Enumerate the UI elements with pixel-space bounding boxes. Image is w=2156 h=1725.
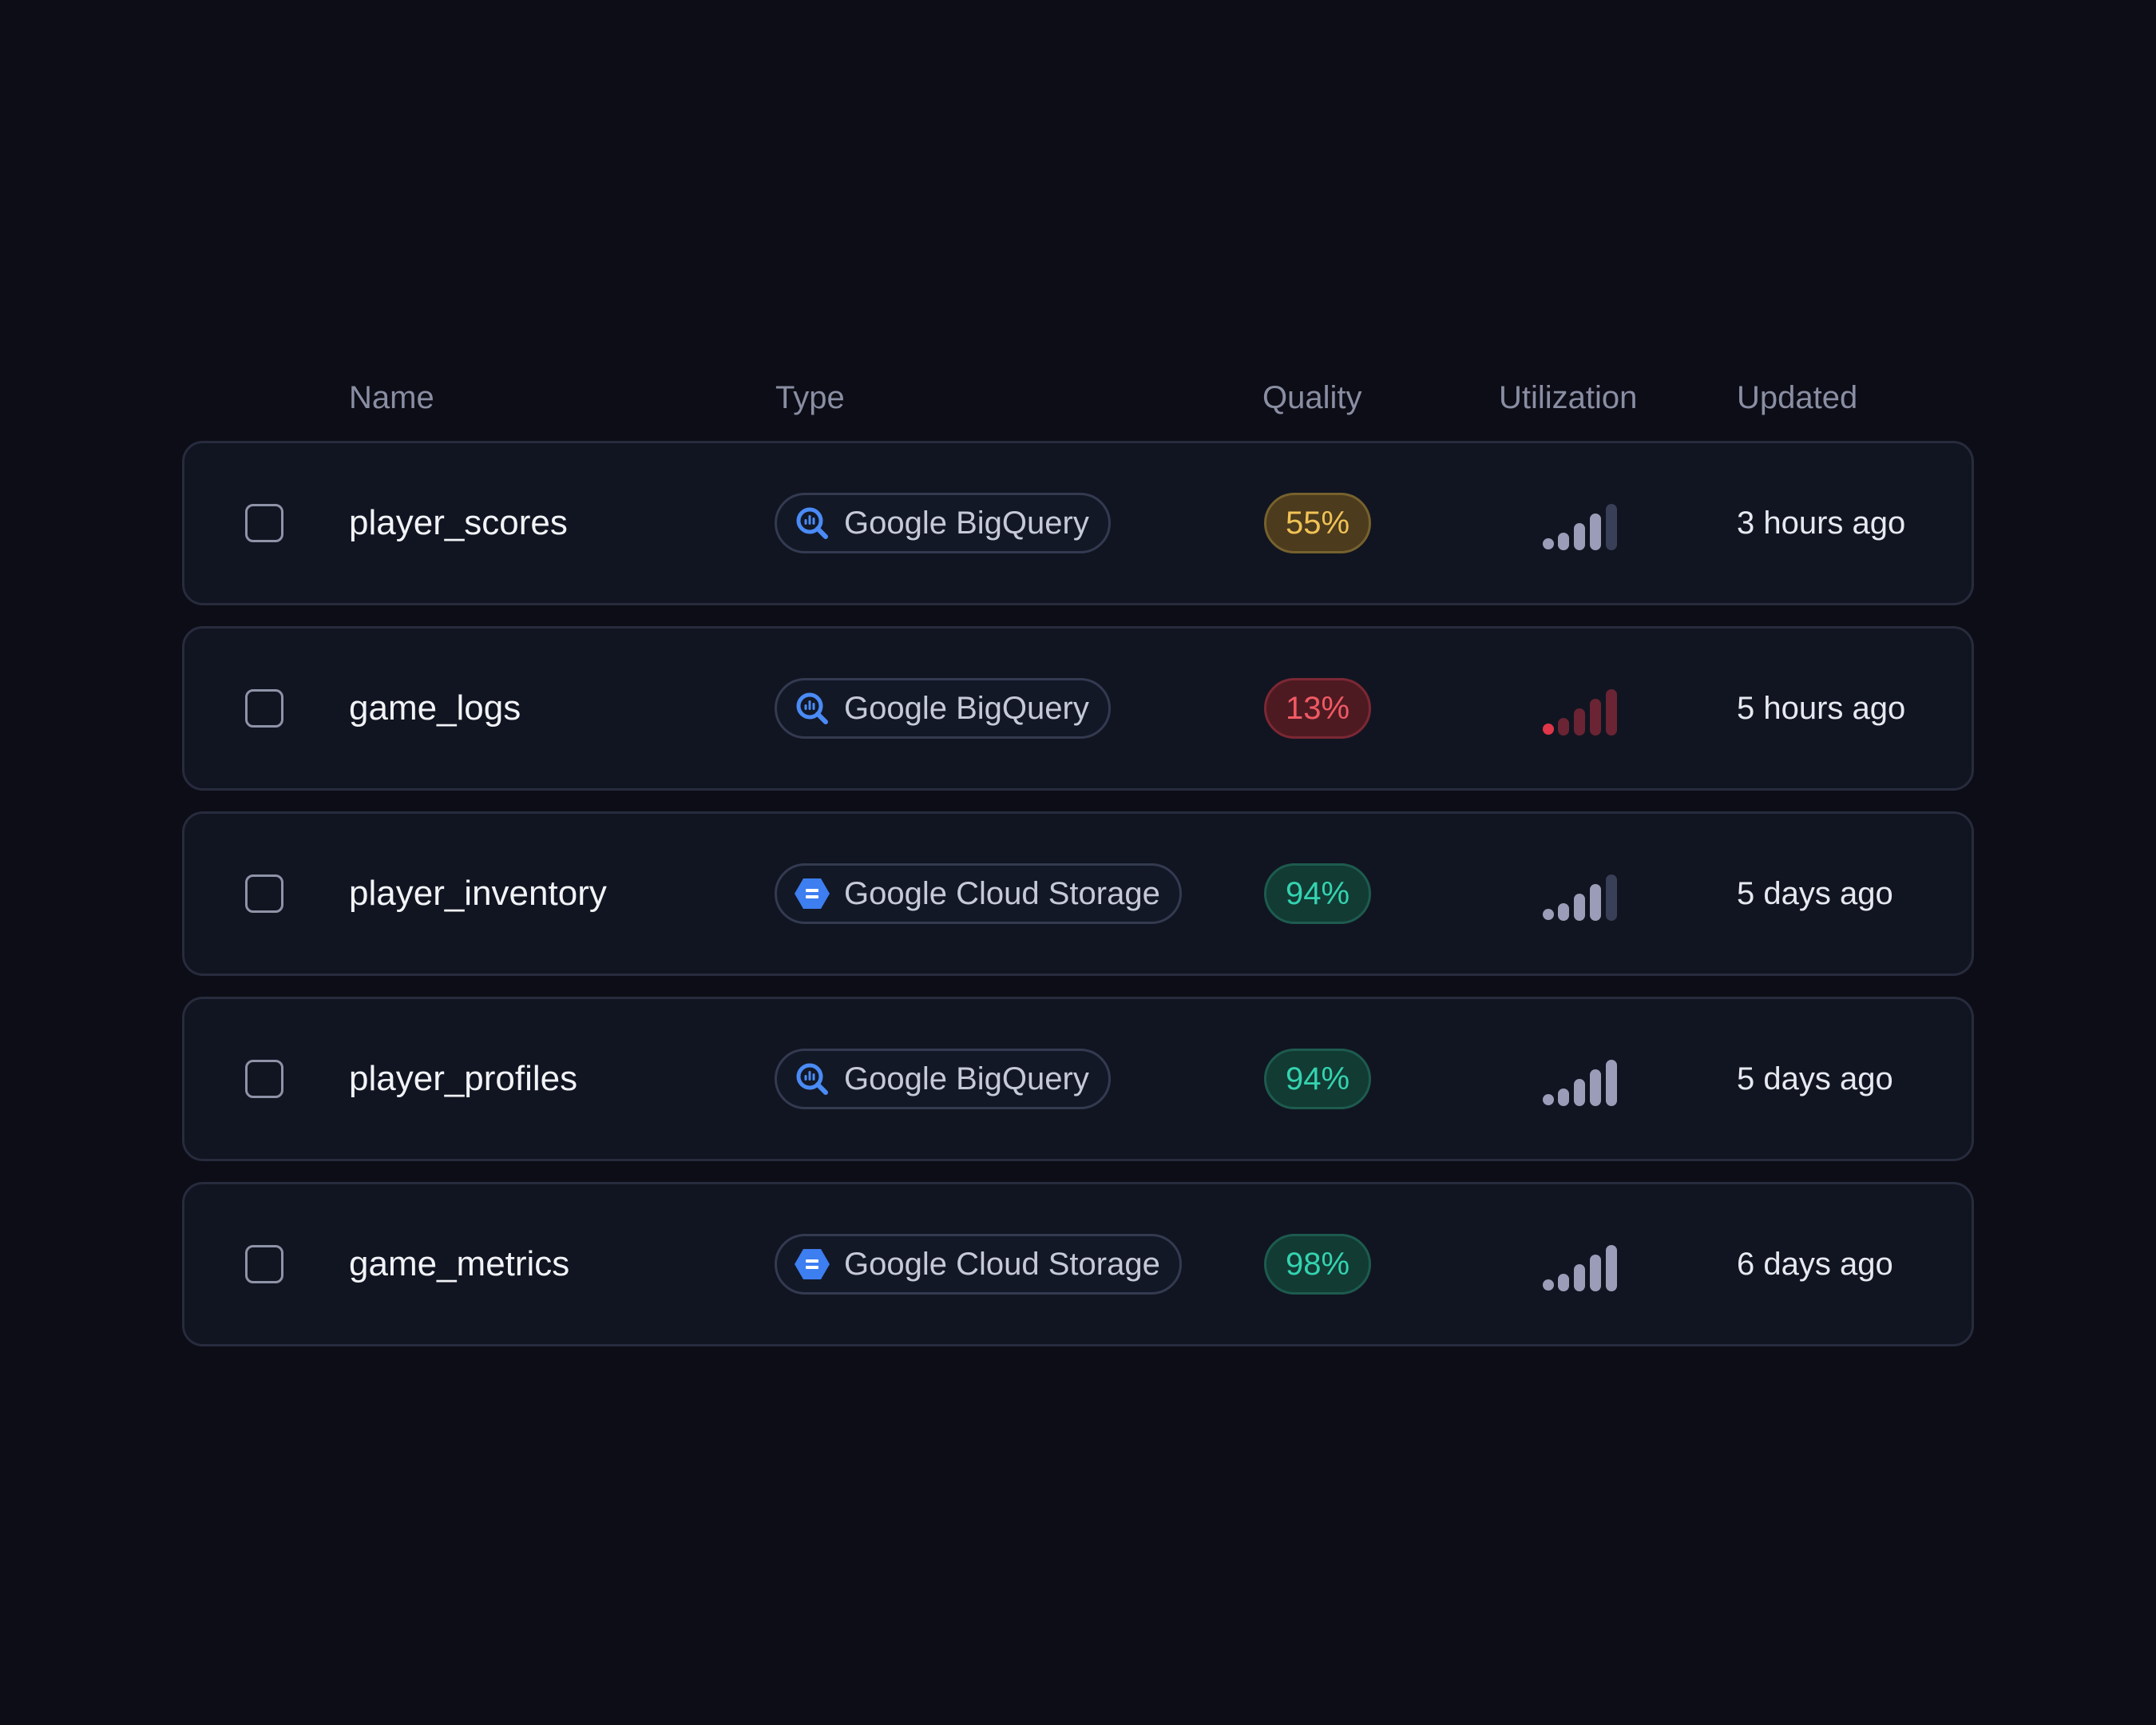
type-label: Google BigQuery <box>844 690 1089 726</box>
type-label: Google Cloud Storage <box>844 1246 1160 1282</box>
dataset-name[interactable]: player_scores <box>349 503 568 542</box>
row-checkbox[interactable] <box>245 689 283 728</box>
utilization-bar <box>1606 689 1617 736</box>
updated-time: 5 hours ago <box>1737 691 1906 726</box>
utilization-signal-icon <box>1543 874 1617 921</box>
utilization-bar <box>1590 699 1601 736</box>
column-header-name[interactable]: Name <box>349 380 434 415</box>
utilization-bar <box>1590 514 1601 550</box>
utilization-bar <box>1558 1274 1569 1291</box>
utilization-dot <box>1543 538 1554 549</box>
utilization-bar <box>1558 1089 1569 1106</box>
bigquery-icon <box>795 691 830 726</box>
dataset-name[interactable]: game_metrics <box>349 1244 570 1283</box>
datasets-table: Name Type Quality Utilization Updated pl… <box>182 366 1974 1367</box>
column-header-updated[interactable]: Updated <box>1737 380 1858 415</box>
table-row[interactable]: player_profiles Google BigQuery 94% 5 da… <box>182 997 1974 1161</box>
utilization-bar <box>1574 894 1585 921</box>
utilization-bar <box>1590 1069 1601 1106</box>
bigquery-icon <box>795 506 830 541</box>
utilization-dot <box>1543 1094 1554 1105</box>
utilization-signal-icon <box>1543 1060 1617 1106</box>
updated-time: 5 days ago <box>1737 876 1893 911</box>
table-row[interactable]: player_inventory Google Cloud Storage 94… <box>182 811 1974 976</box>
type-badge: Google BigQuery <box>775 1049 1111 1109</box>
utilization-dot <box>1543 1279 1554 1291</box>
utilization-bar <box>1590 1255 1601 1291</box>
bigquery-icon <box>795 1061 830 1096</box>
column-header-quality[interactable]: Quality <box>1262 380 1362 415</box>
table-header: Name Type Quality Utilization Updated <box>182 366 1974 441</box>
utilization-bar <box>1558 718 1569 736</box>
updated-time: 5 days ago <box>1737 1061 1893 1096</box>
utilization-bar <box>1574 1264 1585 1291</box>
type-badge: Google Cloud Storage <box>775 1234 1182 1295</box>
utilization-bar <box>1558 903 1569 921</box>
table-row[interactable]: player_scores Google BigQuery 55% 3 hour… <box>182 441 1974 605</box>
cloud-storage-icon <box>795 876 830 911</box>
utilization-dot <box>1543 724 1554 735</box>
row-checkbox[interactable] <box>245 504 283 542</box>
type-label: Google BigQuery <box>844 505 1089 541</box>
dataset-name[interactable]: player_inventory <box>349 874 607 913</box>
utilization-bar <box>1574 523 1585 550</box>
table-row[interactable]: game_metrics Google Cloud Storage 98% 6 … <box>182 1182 1974 1346</box>
utilization-signal-icon <box>1543 1245 1617 1291</box>
dataset-name[interactable]: player_profiles <box>349 1059 578 1098</box>
utilization-bar <box>1574 1079 1585 1106</box>
type-label: Google Cloud Storage <box>844 875 1160 911</box>
utilization-dot <box>1543 909 1554 920</box>
utilization-bar <box>1558 533 1569 550</box>
updated-time: 6 days ago <box>1737 1247 1893 1282</box>
utilization-bar <box>1606 504 1617 550</box>
quality-badge: 94% <box>1264 863 1372 924</box>
utilization-bar <box>1590 884 1601 921</box>
column-header-utilization[interactable]: Utilization <box>1499 380 1638 415</box>
column-header-type[interactable]: Type <box>775 380 845 415</box>
type-label: Google BigQuery <box>844 1061 1089 1096</box>
utilization-signal-icon <box>1543 504 1617 550</box>
quality-badge: 55% <box>1264 493 1372 553</box>
quality-badge: 13% <box>1264 678 1372 739</box>
utilization-signal-icon <box>1543 689 1617 736</box>
quality-badge: 98% <box>1264 1234 1372 1295</box>
row-checkbox[interactable] <box>245 874 283 913</box>
type-badge: Google BigQuery <box>775 493 1111 553</box>
type-badge: Google Cloud Storage <box>775 863 1182 924</box>
table-row[interactable]: game_logs Google BigQuery 13% 5 hours ag… <box>182 626 1974 791</box>
row-checkbox[interactable] <box>245 1245 283 1283</box>
dataset-name[interactable]: game_logs <box>349 688 521 728</box>
utilization-bar <box>1574 708 1585 736</box>
row-checkbox[interactable] <box>245 1060 283 1098</box>
cloud-storage-icon <box>795 1247 830 1282</box>
utilization-bar <box>1606 1245 1617 1291</box>
type-badge: Google BigQuery <box>775 678 1111 739</box>
utilization-bar <box>1606 874 1617 921</box>
utilization-bar <box>1606 1060 1617 1106</box>
quality-badge: 94% <box>1264 1049 1372 1109</box>
updated-time: 3 hours ago <box>1737 506 1906 541</box>
